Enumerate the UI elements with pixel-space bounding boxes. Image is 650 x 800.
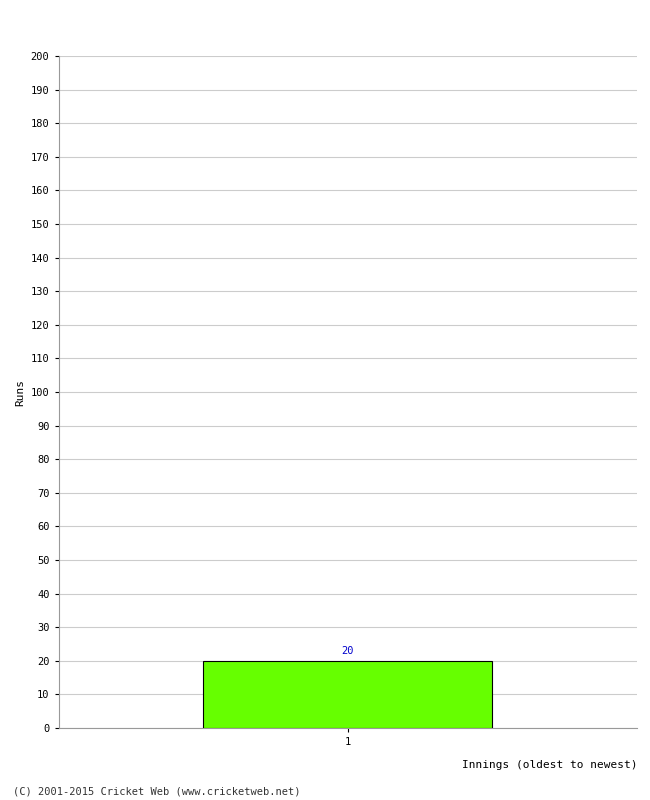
Y-axis label: Runs: Runs (15, 378, 25, 406)
Text: 20: 20 (341, 646, 354, 656)
Text: Innings (oldest to newest): Innings (oldest to newest) (462, 760, 637, 770)
Bar (203, 661, 493, 728)
Text: (C) 2001-2015 Cricket Web (www.cricketweb.net): (C) 2001-2015 Cricket Web (www.cricketwe… (13, 786, 300, 796)
